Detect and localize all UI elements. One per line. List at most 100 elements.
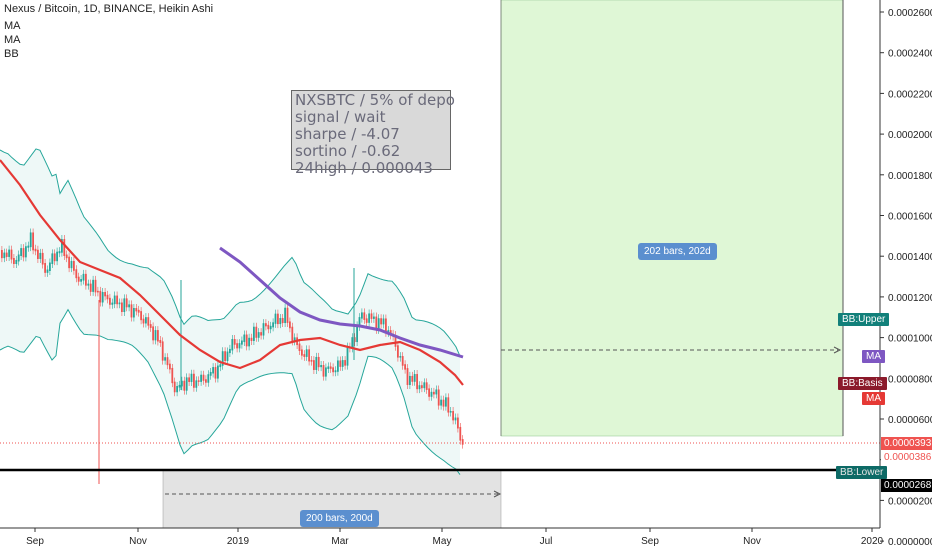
- candle: [452, 411, 454, 421]
- candle: [262, 323, 265, 336]
- candle: [166, 357, 169, 366]
- time-tick-label: 2019: [227, 536, 250, 547]
- candle: [243, 334, 246, 343]
- candle: [15, 259, 18, 265]
- candle: [195, 380, 198, 388]
- candle: [169, 363, 171, 370]
- candle: [317, 356, 320, 368]
- candle: [214, 367, 217, 379]
- candle: [202, 374, 205, 381]
- time-tick-label: 2020: [861, 536, 884, 547]
- candle: [157, 330, 159, 342]
- candle: [255, 326, 258, 338]
- candle: [303, 354, 306, 357]
- ma-red-line: [0, 159, 464, 386]
- candle: [116, 295, 118, 305]
- candle: [58, 251, 61, 254]
- candle: [365, 318, 368, 323]
- candle: [135, 308, 138, 312]
- bb-lower-line: [0, 308, 461, 475]
- last-price-tag: 0.0000393: [881, 437, 932, 450]
- candle: [418, 385, 421, 390]
- candle: [44, 263, 46, 273]
- forecast-range-zone[interactable]: [500, 0, 844, 437]
- candle: [404, 364, 406, 370]
- time-tick-label: May: [433, 536, 452, 547]
- candle: [269, 325, 272, 330]
- candle: [322, 365, 325, 377]
- candle: [416, 374, 418, 390]
- strategy-info-box[interactable]: NXSBTC / 5% of depo signal / wait sharpe…: [291, 90, 455, 177]
- candle: [51, 253, 54, 265]
- candle: [459, 426, 462, 441]
- candle: [176, 386, 178, 393]
- candle: [147, 317, 150, 326]
- candle: [409, 375, 411, 385]
- price-tick-label: 0.0002400: [888, 49, 932, 60]
- candle: [190, 373, 193, 382]
- candle: [413, 374, 416, 382]
- candle: [279, 318, 282, 325]
- candle: [183, 380, 186, 391]
- time-axis[interactable]: Sep Nov 2019 Mar May Jul Sep Nov 2020: [26, 528, 884, 547]
- legend-item-ma-1[interactable]: MA: [4, 20, 21, 32]
- candle: [85, 273, 87, 286]
- candle: [1, 250, 3, 259]
- candle: [387, 330, 390, 333]
- candle: [253, 326, 255, 341]
- time-tick-label: Sep: [641, 536, 659, 547]
- candle: [181, 380, 183, 387]
- candle: [56, 251, 58, 262]
- candle: [454, 417, 457, 421]
- price-tick-label: 0.0001000: [888, 334, 932, 345]
- price-tick-label: 0.0002200: [888, 89, 932, 100]
- candle: [320, 365, 322, 368]
- candle: [265, 323, 267, 327]
- legend-item-bb[interactable]: BB: [4, 48, 19, 60]
- bb-upper-tag: BB:Upper: [838, 313, 890, 326]
- candle: [22, 248, 25, 258]
- info-line-24high: 24high / 0.000043: [295, 159, 433, 177]
- candle: [25, 246, 27, 258]
- candle: [178, 384, 181, 388]
- candle: [257, 332, 260, 338]
- legend-item-ma-2[interactable]: MA: [4, 34, 21, 46]
- price-axis[interactable]: 0.0002600 0.0002400 0.0002200 0.0002000 0.00…: [880, 8, 932, 548]
- candle: [118, 302, 121, 305]
- candle: [447, 397, 450, 413]
- candle: [137, 309, 140, 313]
- candle: [440, 399, 442, 406]
- candle: [291, 326, 294, 342]
- candle: [20, 248, 22, 256]
- candle: [34, 248, 37, 252]
- candle: [308, 349, 310, 362]
- candle: [53, 253, 56, 262]
- candles: [1, 228, 464, 484]
- candle: [94, 279, 97, 293]
- candle: [97, 290, 99, 293]
- candle: [29, 232, 32, 248]
- candle: [229, 348, 231, 354]
- prev-price-tag: 0.0000386: [881, 451, 932, 464]
- price-tick-label: 0.0000000: [888, 537, 932, 548]
- candle: [149, 324, 152, 328]
- candle: [433, 391, 435, 395]
- candle: [315, 356, 318, 370]
- candle: [205, 379, 207, 383]
- time-tick-label: Mar: [331, 536, 349, 547]
- candle: [82, 273, 85, 281]
- candle: [140, 311, 142, 321]
- candle: [305, 349, 308, 357]
- candle: [171, 367, 174, 384]
- candle: [382, 318, 385, 325]
- candle: [159, 339, 162, 343]
- candle: [193, 373, 195, 388]
- candle: [445, 397, 447, 407]
- bb-lower-tag: BB:Lower: [836, 466, 888, 479]
- level-price-tag: 0.0000268: [881, 479, 932, 492]
- candle: [430, 391, 433, 397]
- candle: [339, 360, 342, 367]
- candle: [238, 343, 241, 349]
- candle: [368, 313, 370, 323]
